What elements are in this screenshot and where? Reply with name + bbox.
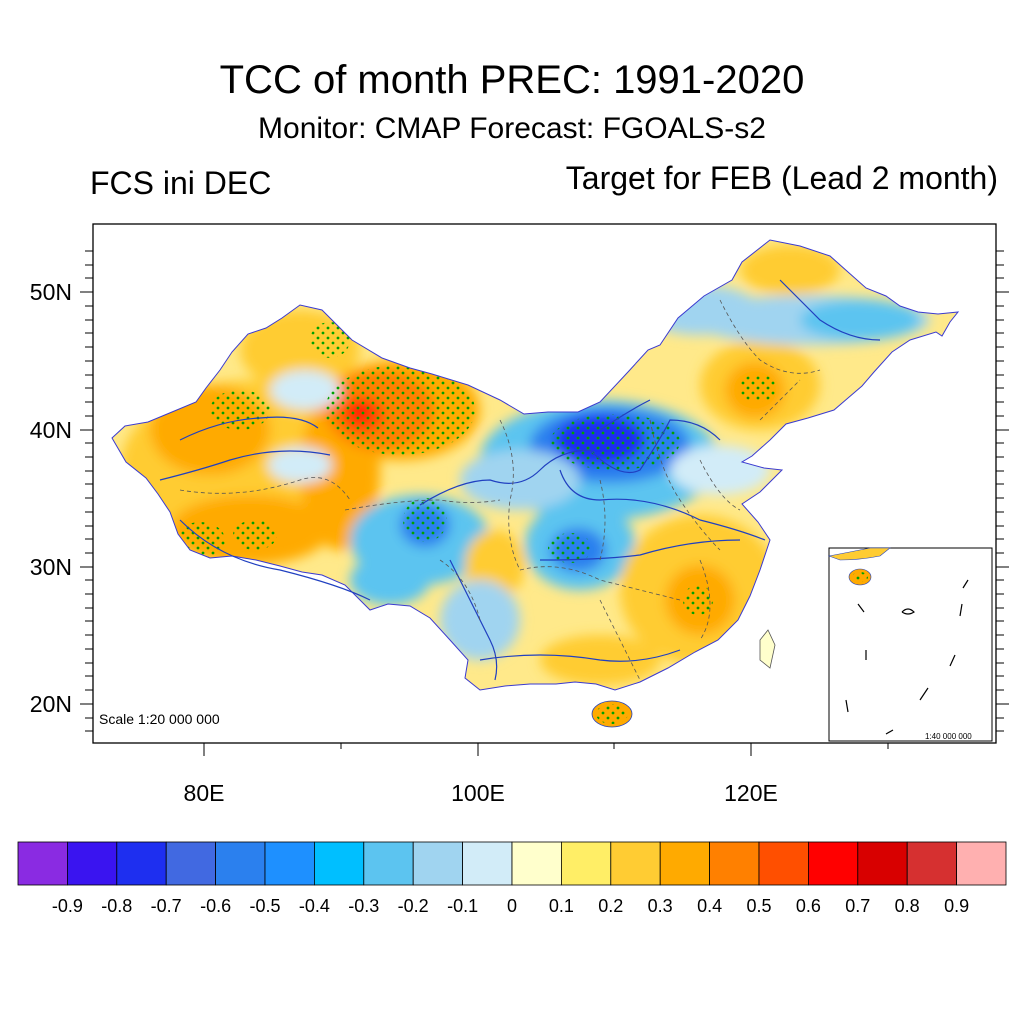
colorbar-tick-label: 0.9 <box>944 896 970 916</box>
right-label: Target for FEB (Lead 2 month) <box>565 160 998 196</box>
colorbar-swatch <box>215 841 266 886</box>
colorbar-tick-label: 0.5 <box>746 896 772 916</box>
colorbar-swatch <box>264 841 315 886</box>
colorbar-swatch <box>67 841 118 886</box>
colorbar-tick-label: 0.2 <box>598 896 624 916</box>
axis-ticks <box>80 250 1009 756</box>
colorbar-swatch <box>363 841 414 886</box>
colorbar-tick-label: -0.9 <box>51 896 83 916</box>
province-borders <box>179 299 821 681</box>
colorbar-tick-label: -0.1 <box>447 896 479 916</box>
lon-label-80e: 80E <box>183 780 225 806</box>
colorbar-tick-label: -0.6 <box>200 896 232 916</box>
inset-scale-label: 1:40 000 000 <box>925 732 972 741</box>
chart-subtitle: Monitor: CMAP Forecast: FGOALS-s2 <box>258 112 766 145</box>
colorbar-swatch <box>412 841 464 886</box>
colorbar-swatch <box>857 841 908 886</box>
colorbar-swatch <box>659 841 711 886</box>
lon-label-100e: 100E <box>451 780 505 806</box>
colorbar-tick-label: -0.8 <box>101 896 133 916</box>
colorbar <box>17 841 1007 886</box>
colorbar-swatch <box>956 841 1007 886</box>
rivers <box>159 279 881 681</box>
colorbar-swatch <box>116 841 167 886</box>
colorbar-tick-label: 0.6 <box>795 896 821 916</box>
colorbar-swatch <box>17 841 68 886</box>
south-china-sea-inset <box>827 547 993 742</box>
chart-title: TCC of month PREC: 1991-2020 <box>219 58 805 102</box>
lat-label-30n: 30N <box>29 554 72 580</box>
lon-label-120e: 120E <box>724 780 778 806</box>
colorbar-swatch <box>462 841 513 886</box>
colorbar-swatch <box>610 841 661 886</box>
colorbar-tick-label: -0.2 <box>397 896 429 916</box>
colorbar-tick-label: -0.4 <box>298 896 330 916</box>
colorbar-swatch <box>906 841 958 886</box>
colorbar-tick-label: 0.4 <box>697 896 723 916</box>
colorbar-tick-label: 0 <box>506 896 517 916</box>
colorbar-tick-label: 0.1 <box>548 896 574 916</box>
colorbar-swatch <box>511 841 562 886</box>
china-outline <box>111 239 960 691</box>
correlation-field <box>112 240 958 690</box>
colorbar-tick-label: -0.7 <box>150 896 182 916</box>
colorbar-swatch <box>313 841 365 886</box>
colorbar-tick-label: 0.8 <box>894 896 920 916</box>
colorbar-tick-label: 0.7 <box>845 896 871 916</box>
colorbar-swatch <box>165 841 216 886</box>
lat-label-20n: 20N <box>29 691 72 717</box>
colorbar-tick-label: -0.5 <box>249 896 281 916</box>
lat-label-40n: 40N <box>29 417 72 443</box>
taiwan-island <box>759 629 776 669</box>
colorbar-tick-label: 0.3 <box>647 896 673 916</box>
lat-label-50n: 50N <box>29 279 72 305</box>
left-label: FCS ini DEC <box>90 165 272 201</box>
colorbar-swatch <box>709 841 760 886</box>
colorbar-swatch <box>561 841 612 886</box>
colorbar-swatch <box>808 841 859 886</box>
colorbar-tick-label: -0.3 <box>348 896 380 916</box>
colorbar-swatch <box>758 841 809 886</box>
scale-label: Scale 1:20 000 000 <box>99 711 220 727</box>
